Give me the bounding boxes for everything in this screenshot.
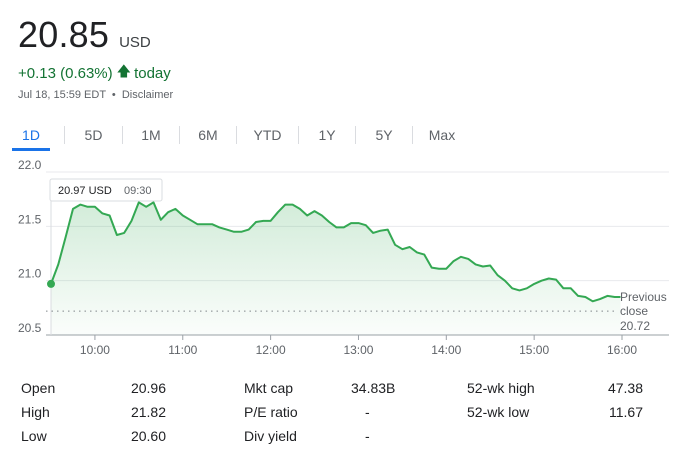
tab-divider	[298, 125, 299, 144]
x-tick-label: 11:00	[168, 343, 197, 357]
stat-label-low: Low	[21, 428, 47, 444]
price-line	[50, 201, 621, 303]
bullet-separator: •	[111, 89, 116, 101]
stat-value-pe-ratio: -	[365, 404, 370, 420]
x-tick-label: 10:00	[80, 343, 110, 357]
price-change: +0.13 (0.63%) 🡅 today	[18, 61, 171, 85]
price-tooltip: 20.97 USD 09:30	[49, 178, 163, 202]
tab-1d[interactable]: 1D	[12, 124, 50, 151]
range-tabs: 1D 5D 1M 6M YTD 1Y 5Y Max	[12, 124, 471, 151]
stat-label-high: High	[21, 404, 50, 420]
tab-max[interactable]: Max	[428, 127, 456, 143]
tab-divider	[64, 125, 65, 144]
x-tick-label: 15:00	[519, 343, 549, 357]
x-tick-label: 13:00	[343, 343, 373, 357]
quote-meta: Jul 18, 15:59 EDT • Disclaimer	[18, 89, 173, 101]
tab-divider	[412, 125, 413, 144]
stat-value-open: 20.96	[130, 380, 166, 396]
intraday-price-chart[interactable]: 22.0 21.5 21.0 20.5 10:00 11:00 12:00 13:00 14:…	[0, 158, 689, 363]
stat-value-52wk-high: 47.38	[607, 380, 643, 396]
stat-value-mkt-cap: 34.83B	[351, 380, 396, 396]
previous-close-label: Previous	[620, 290, 667, 304]
current-price: 20.85	[18, 14, 110, 55]
change-period: today	[134, 64, 171, 82]
tab-1m[interactable]: 1M	[141, 127, 161, 143]
tooltip-time: 09:30	[124, 185, 152, 197]
stat-label-pe-ratio: P/E ratio	[244, 404, 298, 420]
tab-divider	[179, 125, 180, 144]
stat-value-52wk-low: 11.67	[609, 404, 643, 420]
tab-5y[interactable]: 5Y	[375, 127, 393, 143]
disclaimer-link[interactable]: Disclaimer	[121, 89, 174, 101]
price-area-fill	[51, 202, 621, 335]
tab-6m[interactable]: 6M	[198, 127, 218, 143]
stat-label-52wk-high: 52-wk high	[467, 380, 535, 396]
tooltip-value: 20.97 USD	[58, 185, 112, 197]
stat-label-open: Open	[21, 380, 56, 396]
arrow-up-icon: 🡅	[116, 63, 132, 79]
x-tick-label: 14:00	[431, 343, 461, 357]
y-tick-label: 21.5	[18, 212, 42, 226]
y-tick-label: 21.0	[18, 267, 42, 281]
quote-timestamp: Jul 18, 15:59 EDT	[18, 89, 106, 101]
hover-point	[47, 279, 55, 288]
y-tick-label: 22.0	[18, 158, 42, 172]
stat-value-low: 20.60	[130, 428, 166, 444]
y-tick-label: 20.5	[18, 321, 42, 335]
stat-label-mkt-cap: Mkt cap	[244, 380, 294, 396]
tab-ytd[interactable]: YTD	[253, 127, 282, 143]
change-value: +0.13 (0.63%)	[18, 64, 113, 82]
tab-1y[interactable]: 1Y	[318, 127, 336, 143]
price-header: 20.85 USD	[18, 14, 151, 56]
stat-value-high: 21.82	[130, 404, 166, 420]
stat-label-52wk-low: 52-wk low	[467, 404, 530, 420]
stat-label-div-yield: Div yield	[244, 428, 297, 444]
x-tick-label: 12:00	[256, 343, 286, 357]
currency-label: USD	[119, 34, 151, 51]
tab-5d[interactable]: 5D	[84, 127, 103, 143]
tab-divider	[355, 125, 356, 144]
tab-divider	[122, 125, 123, 144]
previous-close-value: 20.72	[620, 319, 650, 333]
tab-divider	[236, 125, 237, 144]
stat-value-div-yield: -	[365, 428, 370, 444]
previous-close-label-2: close	[620, 304, 648, 318]
x-tick-label: 16:00	[607, 343, 637, 357]
